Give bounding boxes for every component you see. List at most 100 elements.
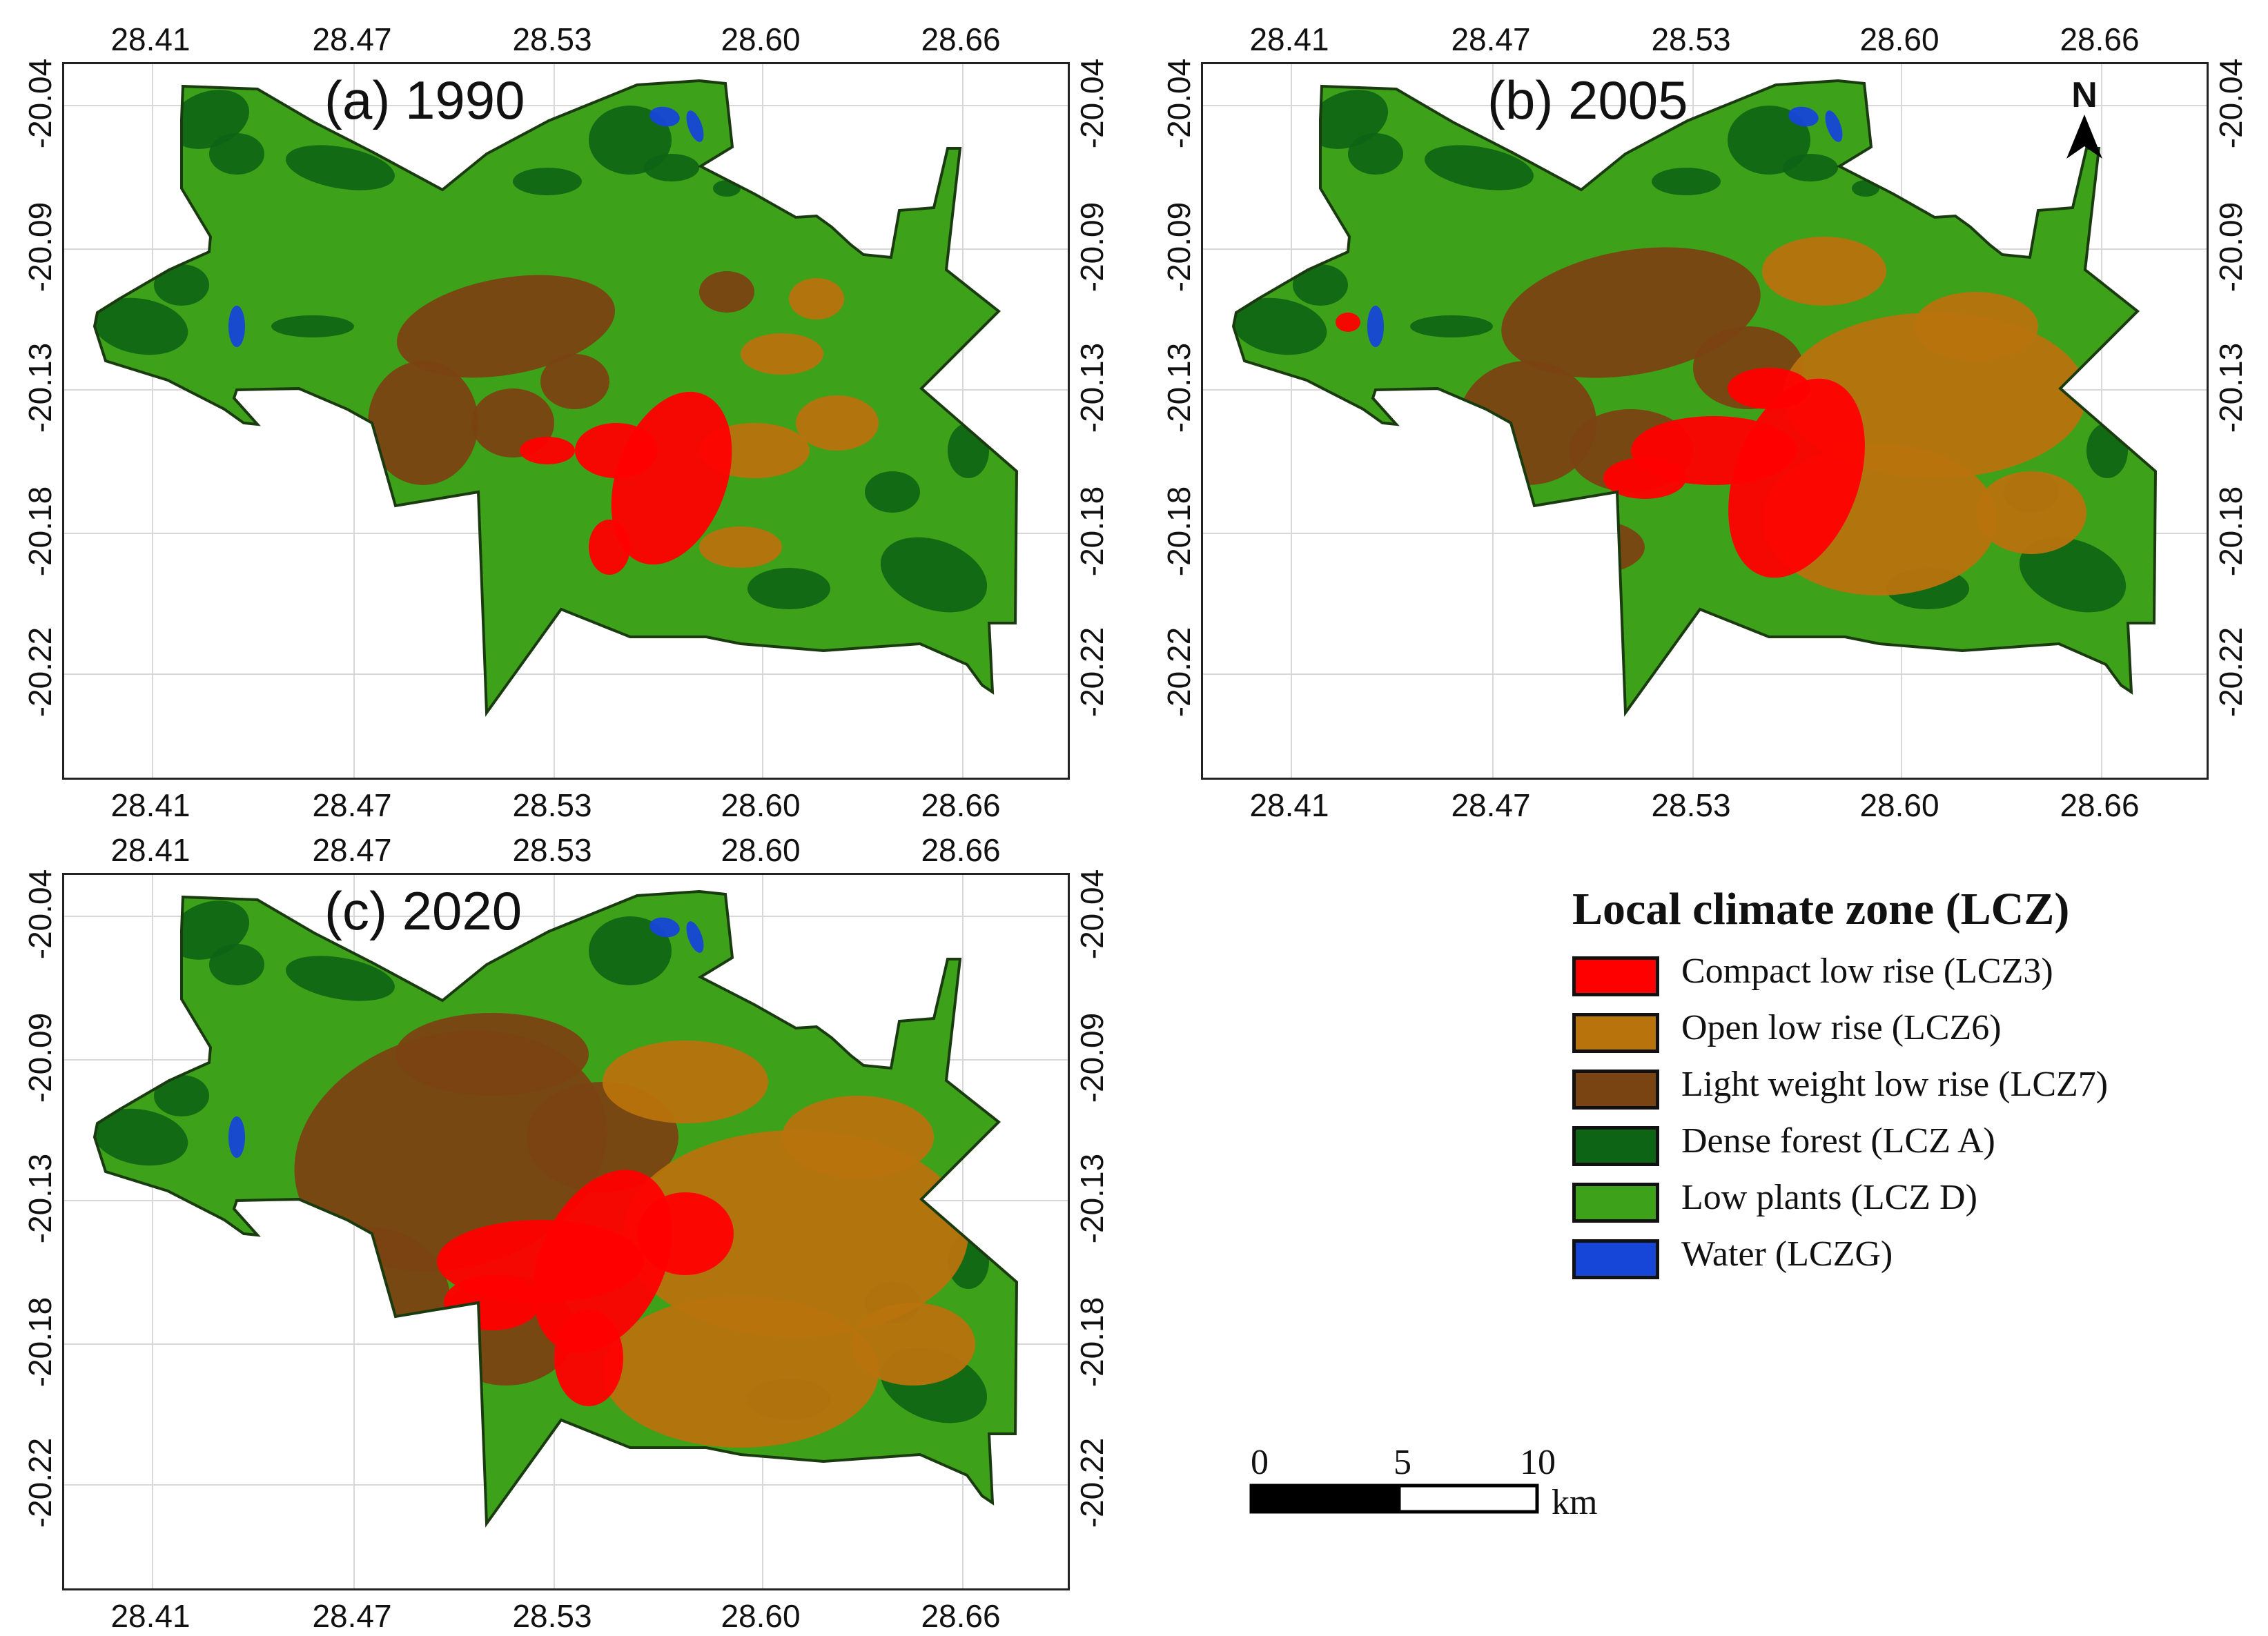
scale-label-5: 5 — [1394, 1443, 1411, 1482]
map-frame — [62, 873, 1070, 1590]
lat-tick-label: -20.09 — [22, 201, 58, 293]
lcz-patch — [713, 180, 741, 197]
lcz-patch — [1728, 368, 1810, 409]
lcz-patch — [154, 264, 209, 306]
lon-tick-label: 28.47 — [1451, 21, 1531, 57]
lcz-map — [64, 64, 1068, 778]
lon-tick-label: 28.60 — [1859, 21, 1939, 57]
scale-label-10: 10 — [1520, 1443, 1556, 1482]
lat-tick-label: -20.13 — [1074, 1153, 1110, 1244]
lcz-patch — [1501, 247, 1761, 378]
lon-tick-label: 28.47 — [312, 787, 392, 823]
lcz-patch — [1976, 471, 2086, 554]
lcz-patch — [154, 1075, 209, 1116]
lcz-patch — [649, 917, 680, 938]
legend-item-lcz6: Open low rise (LCZ6) — [1572, 1005, 2193, 1061]
lcz-patch — [1762, 237, 1886, 306]
lcz-patch — [789, 278, 844, 319]
legend-swatch — [1572, 1070, 1659, 1110]
lcz-patch — [851, 1303, 975, 1386]
lon-tick-label: 28.66 — [2060, 21, 2140, 57]
legend-item-lcza: Dense forest (LCZ A) — [1572, 1118, 2193, 1174]
lat-tick-label: -20.18 — [2213, 486, 2249, 577]
lcz-patch — [880, 537, 988, 613]
lon-tick-label: 28.53 — [512, 832, 592, 868]
lat-tick-label: -20.13 — [22, 1153, 58, 1244]
lcz-patch — [589, 916, 672, 985]
lon-tick-label: 28.60 — [721, 21, 801, 57]
lcz-patch — [1293, 264, 1348, 306]
panel-title: (b) 2005 — [1487, 70, 1688, 130]
lcz-patch — [95, 1108, 188, 1166]
lon-tick-label: 28.66 — [921, 21, 1001, 57]
lon-tick-label: 28.41 — [110, 832, 190, 868]
lon-tick-label: 28.41 — [110, 787, 190, 823]
city-boundary — [92, 79, 1019, 717]
lon-tick-label: 28.41 — [1249, 787, 1329, 823]
lat-tick-label: -20.13 — [2213, 342, 2249, 433]
lat-tick-label: -20.22 — [1161, 627, 1197, 718]
lcz-patch — [271, 315, 354, 337]
legend-swatch — [1572, 1013, 1659, 1053]
scale-unit: km — [1552, 1483, 1598, 1522]
lon-tick-label: 28.66 — [2060, 787, 2140, 823]
lcz-patch — [513, 168, 582, 195]
lcz-map — [1203, 64, 2207, 778]
lcz-patch — [603, 1296, 879, 1448]
lcz-patch — [95, 297, 188, 355]
lcz-patch — [644, 154, 699, 181]
lcz-patch — [520, 437, 575, 464]
lcz-patch — [1425, 145, 1534, 190]
lcz-patch — [368, 361, 478, 485]
legend-label: Low plants (LCZ D) — [1681, 1178, 1977, 1217]
scale-bar-graphic — [1249, 1484, 1539, 1514]
map-frame — [1201, 62, 2209, 780]
lon-tick-label: 28.47 — [312, 1598, 392, 1634]
legend-label: Compact low rise (LCZ3) — [1681, 952, 2053, 991]
scale-label-0: 0 — [1251, 1443, 1269, 1482]
scale-bar: 0 5 10 km — [1242, 1442, 1629, 1525]
lcz-patch — [699, 271, 754, 313]
lat-tick-label: -20.22 — [2213, 627, 2249, 718]
lcz-patch — [1852, 180, 1879, 197]
legend-swatch — [1572, 1126, 1659, 1166]
lcz-patch — [699, 526, 782, 568]
lat-tick-label: -20.04 — [22, 869, 58, 960]
lon-tick-label: 28.66 — [921, 787, 1001, 823]
lat-tick-label: -20.04 — [22, 58, 58, 149]
legend-label: Light weight low rise (LCZ7) — [1681, 1065, 2109, 1104]
lat-tick-label: -20.09 — [1161, 201, 1197, 293]
lcz-patch — [285, 1227, 451, 1379]
lcz-patch — [1367, 306, 1384, 347]
lat-tick-label: -20.09 — [2213, 201, 2249, 293]
lon-tick-label: 28.60 — [721, 1598, 801, 1634]
lat-tick-label: -20.18 — [1074, 1297, 1110, 1388]
legend-label: Dense forest (LCZ A) — [1681, 1121, 1995, 1161]
lat-tick-label: -20.22 — [1074, 627, 1110, 718]
lon-tick-label: 28.60 — [721, 787, 801, 823]
lon-tick-label: 28.60 — [1859, 787, 1939, 823]
lcz-patch — [1914, 292, 2038, 361]
lat-tick-label: -20.22 — [22, 1437, 58, 1528]
lcz-patch — [1783, 154, 1838, 181]
city-boundary — [92, 889, 1019, 1528]
lat-tick-label: -20.13 — [1074, 342, 1110, 433]
north-arrow-label: N — [2071, 75, 2098, 115]
lcz-patch — [1410, 315, 1493, 337]
lon-tick-label: 28.66 — [921, 1598, 1001, 1634]
lat-tick-label: -20.18 — [1161, 486, 1197, 577]
lcz-patch — [948, 423, 989, 478]
lat-tick-label: -20.09 — [22, 1012, 58, 1103]
lcz-patch — [782, 1096, 934, 1179]
lon-tick-label: 28.66 — [921, 832, 1001, 868]
lon-tick-label: 28.41 — [110, 1598, 190, 1634]
lat-tick-label: -20.09 — [1074, 1012, 1110, 1103]
lcz-patch — [1788, 106, 1819, 127]
lcz-patch — [2019, 537, 2127, 613]
lcz-patch — [686, 110, 704, 142]
lcz-patch — [1728, 106, 1810, 175]
lat-tick-label: -20.22 — [1074, 1437, 1110, 1528]
lcz-patch — [796, 395, 879, 451]
lcz-patch — [1603, 457, 1686, 499]
panel-title: (a) 1990 — [324, 70, 525, 130]
